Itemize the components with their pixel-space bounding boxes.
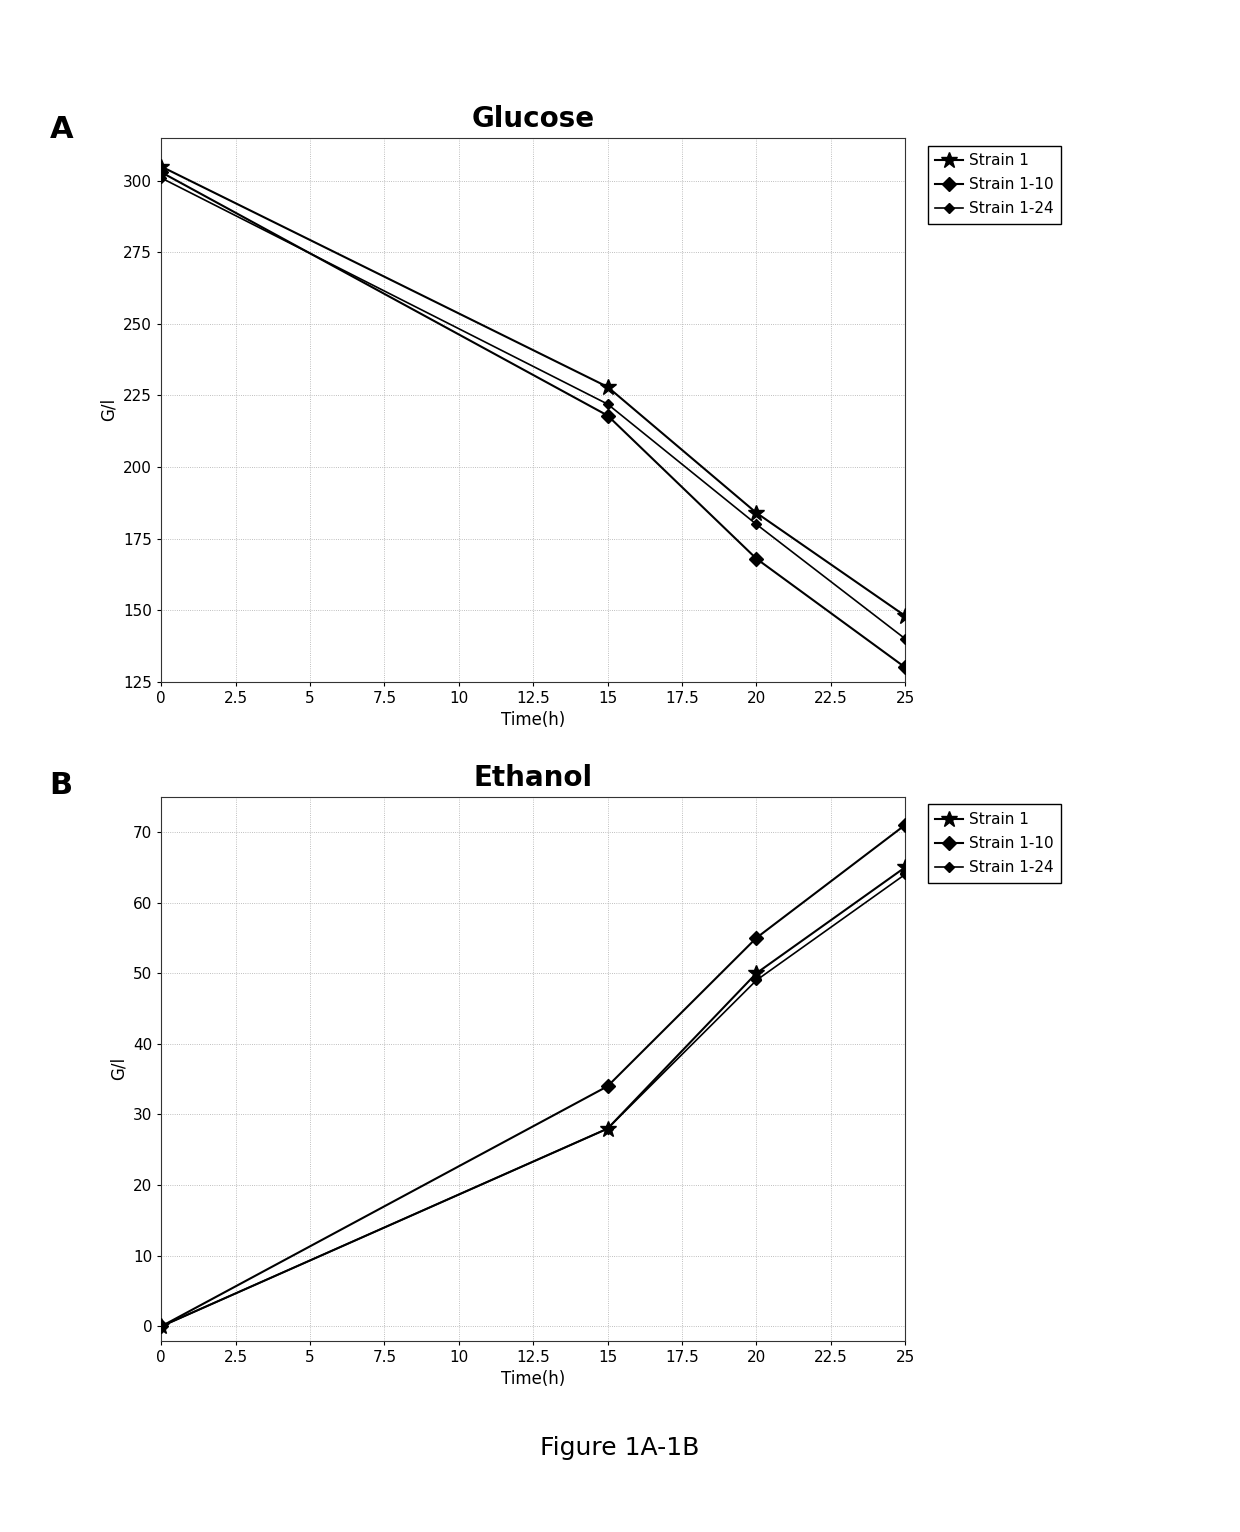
Y-axis label: G/l: G/l [99,398,118,421]
X-axis label: Time(h): Time(h) [501,1370,565,1388]
Text: B: B [50,771,73,800]
Legend: Strain 1, Strain 1-10, Strain 1-24: Strain 1, Strain 1-10, Strain 1-24 [928,804,1061,882]
Text: Figure 1A-1B: Figure 1A-1B [541,1435,699,1460]
X-axis label: Time(h): Time(h) [501,711,565,729]
Y-axis label: G/l: G/l [109,1057,128,1080]
Legend: Strain 1, Strain 1-10, Strain 1-24: Strain 1, Strain 1-10, Strain 1-24 [928,146,1061,224]
Text: A: A [50,115,73,144]
Title: Glucose: Glucose [471,104,595,133]
Title: Ethanol: Ethanol [474,763,593,792]
